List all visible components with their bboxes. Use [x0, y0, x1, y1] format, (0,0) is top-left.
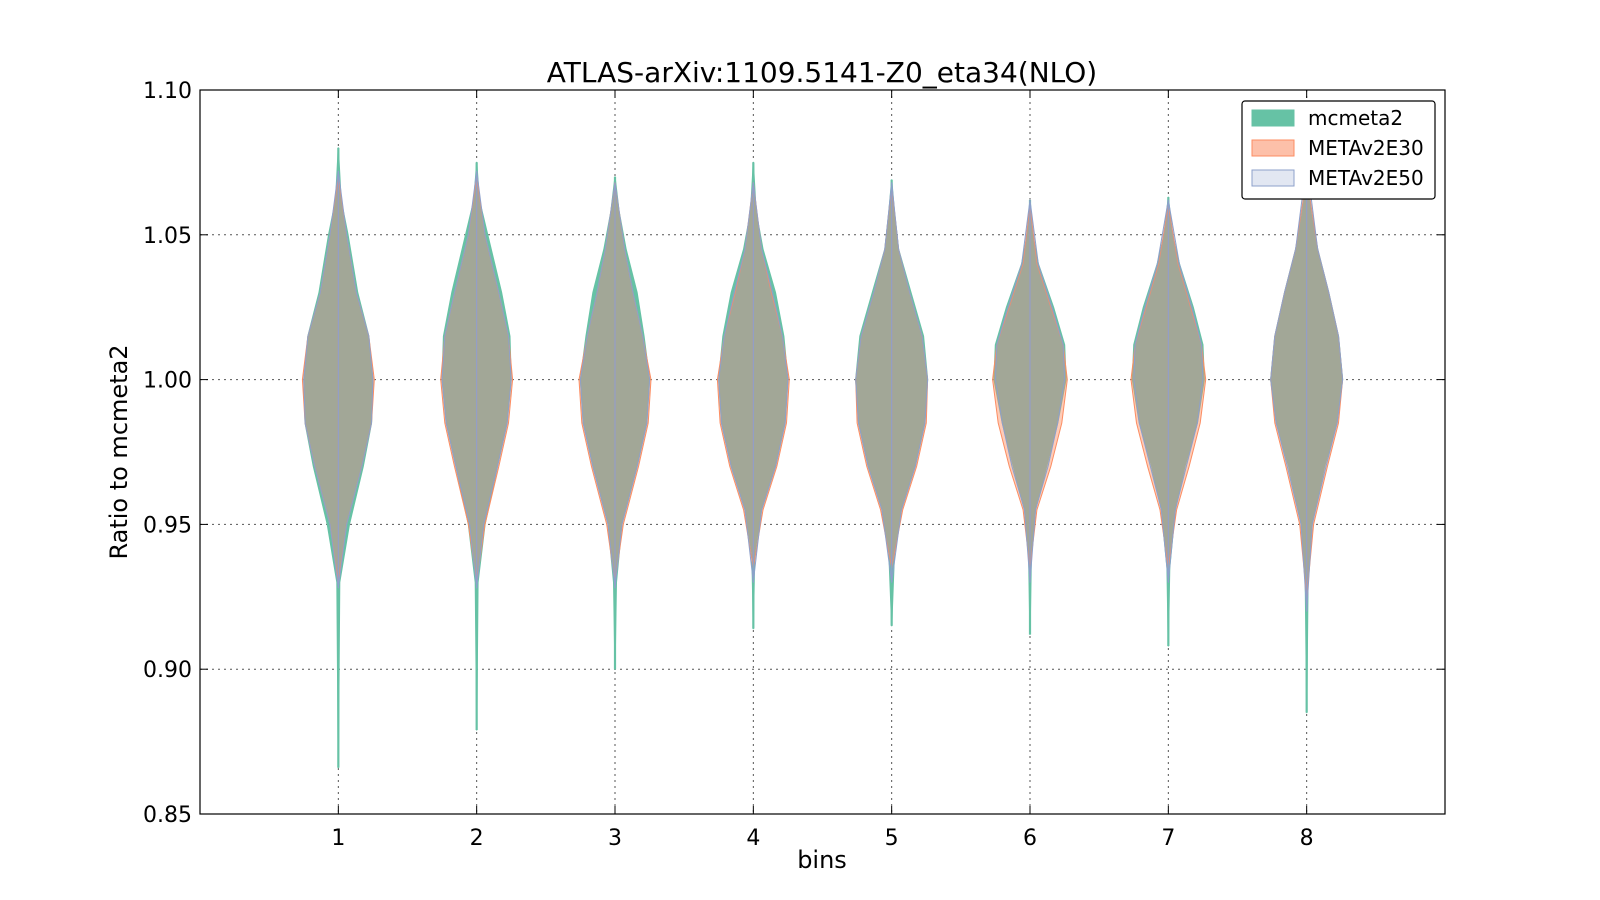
violin-series-metav2e50: [303, 161, 1344, 612]
legend-swatch-metav2e50: [1251, 169, 1295, 187]
legend-swatch-mcmeta2: [1251, 109, 1295, 127]
legend: mcmeta2 METAv2E30 METAv2E50: [1241, 100, 1436, 200]
x-tick-label: 4: [746, 826, 760, 851]
legend-label-metav2e50: METAv2E50: [1308, 166, 1424, 190]
y-tick-label: 1.10: [143, 79, 192, 104]
y-tick-label: 0.90: [143, 658, 192, 683]
x-axis-label: bins: [797, 846, 847, 874]
legend-entry-mcmeta2: mcmeta2: [1251, 106, 1403, 130]
legend-swatch-metav2e30: [1251, 139, 1295, 157]
chart-title: ATLAS-arXiv:1109.5141-Z0_eta34(NLO): [547, 56, 1097, 89]
x-tick-label: 5: [885, 826, 899, 851]
x-tick-label: 7: [1161, 826, 1175, 851]
x-tick-label: 6: [1023, 826, 1037, 851]
x-tick-label: 1: [331, 826, 345, 851]
legend-entry-metav2e30: METAv2E30: [1251, 136, 1424, 160]
axis-ticks: 1 2 3 4 5 6 7 8 0.85 0.90 0.95 1.00 1.05 1.10: [143, 79, 1445, 851]
y-tick-label: 0.85: [143, 803, 192, 828]
x-tick-label: 8: [1300, 826, 1314, 851]
legend-label-mcmeta2: mcmeta2: [1308, 106, 1403, 130]
violins: [301, 147, 1344, 769]
plot-frame: [199, 89, 1446, 815]
x-tick-label: 2: [470, 826, 484, 851]
y-tick-label: 1.00: [143, 369, 192, 394]
y-tick-label: 1.05: [143, 224, 192, 249]
legend-entry-metav2e50: METAv2E50: [1251, 166, 1424, 190]
y-axis-label: Ratio to mcmeta2: [105, 344, 133, 559]
y-tick-label: 0.95: [143, 513, 192, 538]
x-tick-label: 3: [608, 826, 622, 851]
legend-label-metav2e30: METAv2E30: [1308, 136, 1424, 160]
